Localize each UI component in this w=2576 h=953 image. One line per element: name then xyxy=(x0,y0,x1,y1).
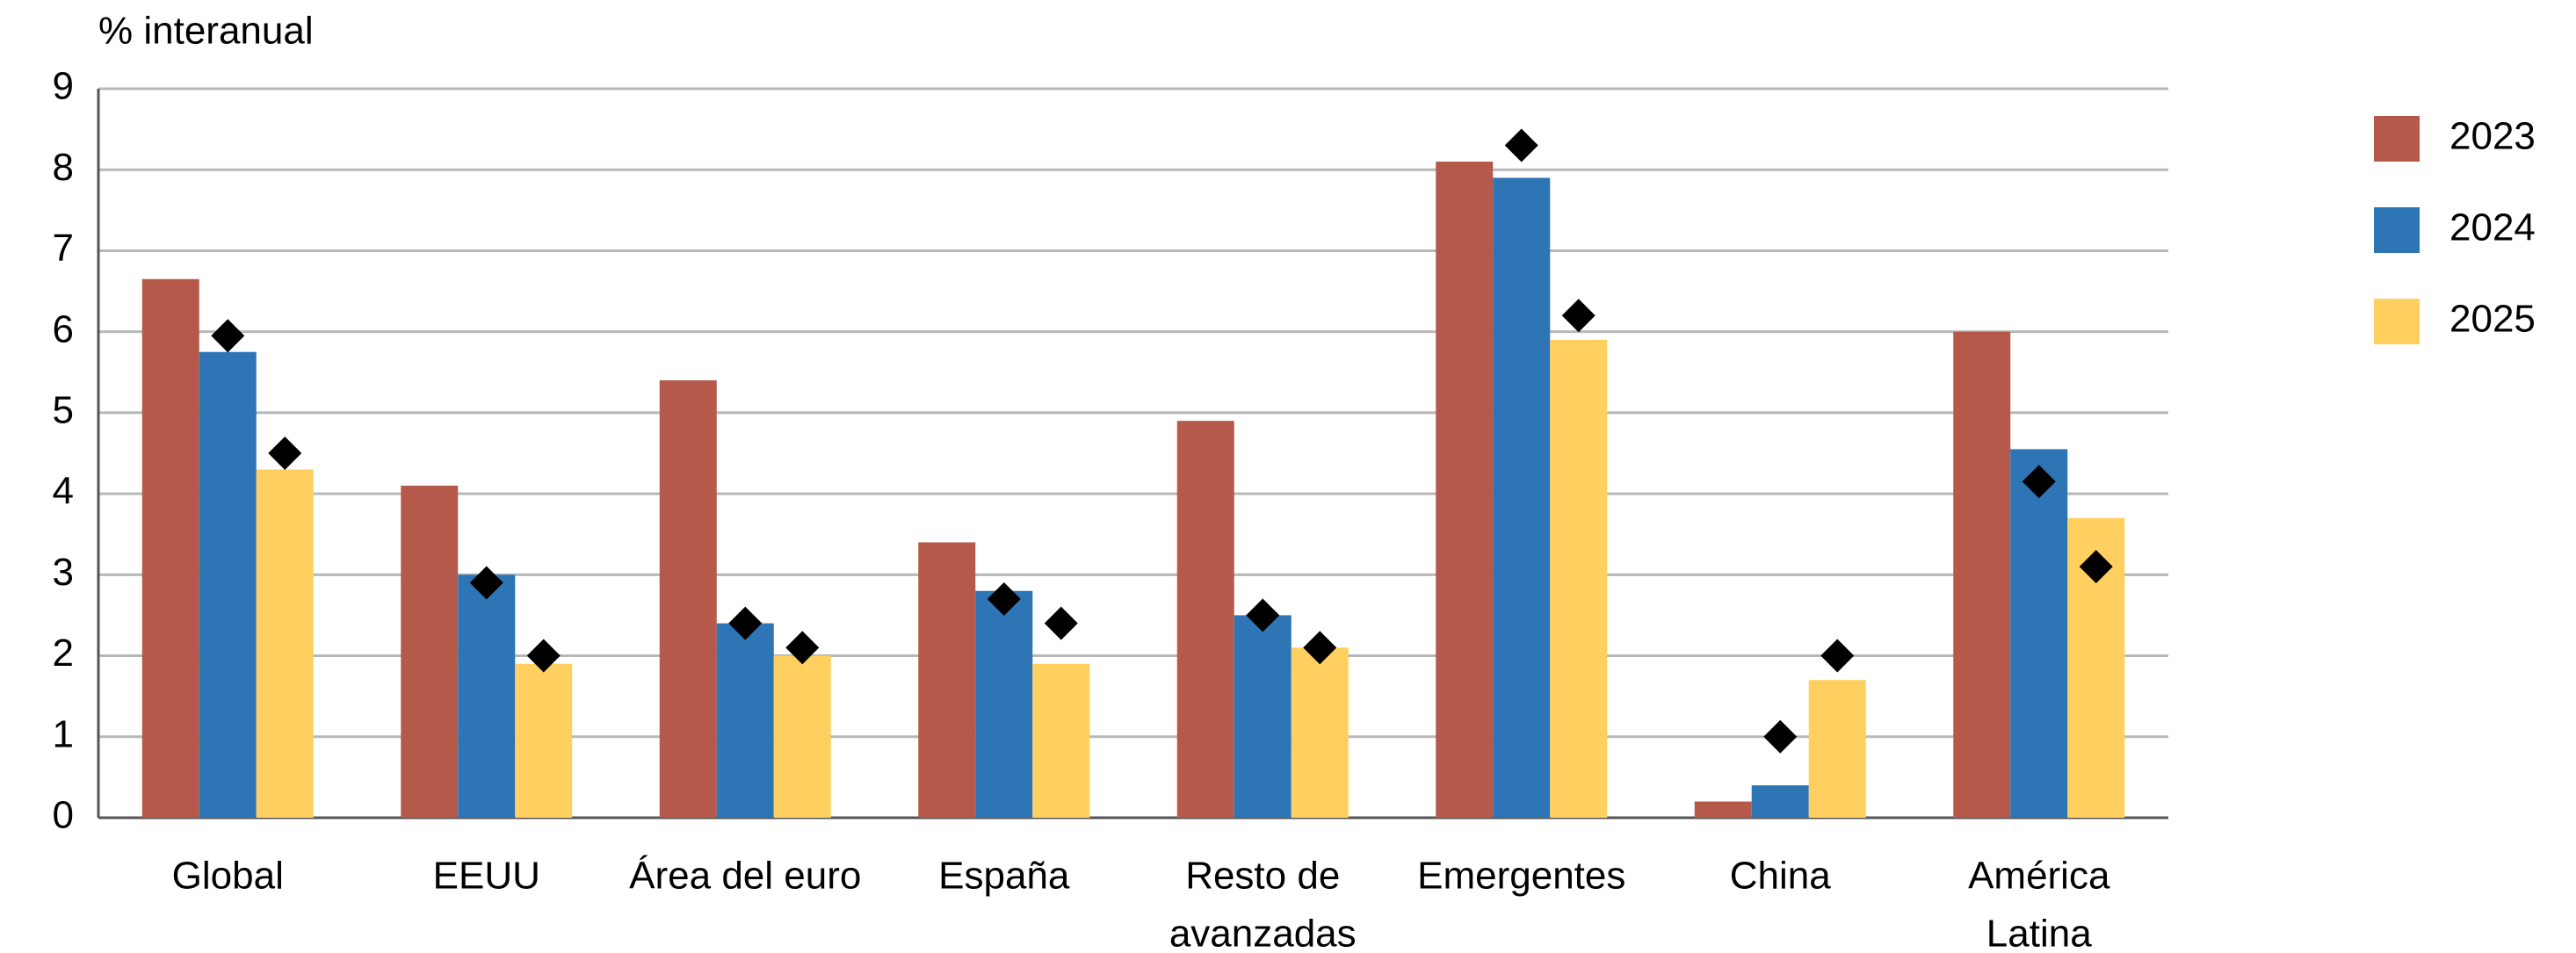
bar xyxy=(773,655,831,818)
bar xyxy=(401,485,459,818)
bar xyxy=(458,574,516,818)
y-tick-label: 5 xyxy=(53,389,74,432)
marker xyxy=(2022,465,2056,499)
marker xyxy=(1763,719,1798,754)
x-tick-label: España xyxy=(938,855,1070,898)
y-tick-label: 8 xyxy=(53,146,74,189)
y-tick-label: 1 xyxy=(53,712,74,755)
bar xyxy=(1953,331,2011,819)
x-tick-label: Área del euro xyxy=(629,855,861,898)
bar xyxy=(1176,421,1234,818)
bar xyxy=(918,542,976,818)
legend-label: 2023 xyxy=(2449,115,2536,158)
marker xyxy=(728,606,763,640)
marker xyxy=(1246,598,1280,632)
bar xyxy=(256,469,314,818)
legend-swatch xyxy=(2374,299,2420,344)
marker xyxy=(987,582,1021,616)
x-tick-label: Emergentes xyxy=(1417,855,1625,898)
x-tick-label: Global xyxy=(172,855,284,898)
y-tick-label: 2 xyxy=(53,632,74,675)
bar xyxy=(1550,339,1608,818)
x-tick-label: EEUU xyxy=(433,855,540,898)
y-tick-label: 4 xyxy=(53,470,74,513)
legend-swatch xyxy=(2374,207,2420,253)
x-tick-label: América xyxy=(1968,855,2110,898)
bar xyxy=(659,380,717,818)
legend-label: 2025 xyxy=(2449,298,2536,341)
bar xyxy=(1493,177,1551,818)
bar xyxy=(1032,663,1090,818)
marker xyxy=(1044,606,1078,640)
y-tick-label: 9 xyxy=(53,65,74,108)
marker xyxy=(1820,639,1855,673)
x-tick-label: Latina xyxy=(1986,913,2092,953)
x-tick-label: China xyxy=(1730,855,1831,898)
marker xyxy=(1561,299,1596,333)
y-tick-label: 0 xyxy=(53,794,74,837)
x-tick-label: avanzadas xyxy=(1169,913,1357,953)
marker xyxy=(211,319,245,353)
x-tick-label: Resto de xyxy=(1185,855,1340,898)
bar xyxy=(2010,449,2068,818)
legend-swatch xyxy=(2374,116,2420,162)
bar xyxy=(1751,785,1809,818)
marker xyxy=(1303,631,1337,665)
bar xyxy=(716,623,774,818)
marker xyxy=(2079,550,2113,584)
y-tick-label: 7 xyxy=(53,227,74,270)
marker xyxy=(469,566,503,600)
y-tick-label: 3 xyxy=(53,551,74,594)
bar xyxy=(1291,647,1349,818)
marker xyxy=(1504,128,1538,162)
legend-label: 2024 xyxy=(2449,206,2536,249)
marker xyxy=(785,631,820,665)
bar xyxy=(515,663,573,818)
bar xyxy=(1694,801,1752,818)
y-axis-label: % interanual xyxy=(98,10,314,53)
y-tick-label: 6 xyxy=(53,307,74,350)
marker xyxy=(268,437,302,470)
bar xyxy=(141,278,199,818)
bar xyxy=(975,590,1033,818)
bar xyxy=(1234,615,1292,818)
bar xyxy=(199,351,257,818)
bar xyxy=(1808,680,1866,818)
bar xyxy=(1436,162,1494,818)
marker xyxy=(526,639,561,673)
